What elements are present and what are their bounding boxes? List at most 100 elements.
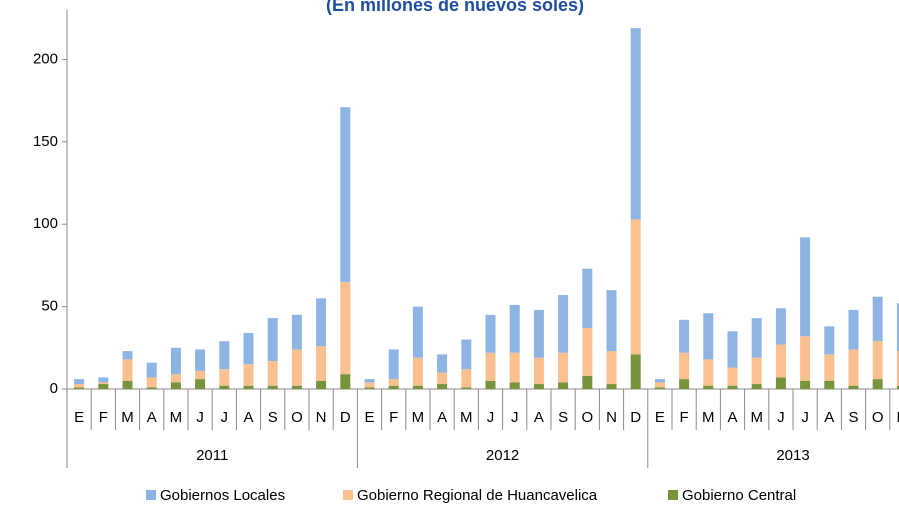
bar-segment [727,331,738,368]
bar-segment [558,352,569,383]
bar-segment [630,219,641,355]
bar-segment [485,352,496,381]
bar-segment [195,370,206,380]
bar-segment [533,309,544,358]
bar-segment [630,28,641,220]
bar-segment [219,369,230,386]
bar-segment [896,303,899,352]
bar-segment [872,341,883,380]
x-tick-label: F [680,409,689,426]
bar-segment [122,359,133,381]
bar-segment [606,351,617,385]
bar-segment [751,318,762,358]
bar-segment [824,380,835,389]
bar-segment [74,379,85,385]
group-label: 2013 [776,447,809,464]
x-tick-label: A [824,409,834,426]
x-tick-label: F [389,409,398,426]
bar-segment [388,385,399,389]
y-tick-label: 100 [33,215,58,232]
bar-segment [824,326,835,355]
bar-segment [800,336,811,381]
bar-segment [775,377,786,389]
bar-segment [267,385,278,389]
x-tick-label: M [750,409,763,426]
bar-segment [195,379,206,389]
bar-segment [74,384,85,388]
y-tick-label: 150 [33,133,58,150]
bar-segment [703,359,714,386]
x-tick-label: M [121,409,134,426]
bar-segment [775,308,786,345]
bar-segment [98,382,109,385]
bar-segment [485,380,496,389]
bar-segment [364,382,375,388]
x-tick-label: M [412,409,425,426]
x-tick-label: E [74,409,84,426]
bar-segment [606,384,617,389]
legend-label: Gobierno Regional de Huancavelica [357,487,598,504]
x-tick-label: N [316,409,327,426]
bar-segment [412,357,423,386]
bar-segment [291,349,302,386]
x-tick-label: M [460,409,473,426]
legend-label: Gobierno Central [682,487,796,504]
bar-segment [703,385,714,389]
x-tick-label: J [221,409,229,426]
bar-segment [703,313,714,360]
x-tick-label: A [437,409,447,426]
bar-segment [340,107,351,282]
legend-swatch [146,490,156,500]
x-tick-label: N [606,409,617,426]
bar-segment [896,351,899,386]
bar-segment [485,314,496,353]
bar-segment [679,352,690,380]
bar-segment [558,382,569,389]
legend-label: Gobiernos Locales [160,487,285,504]
x-tick-label: O [291,409,303,426]
bar-segment [146,362,157,378]
bar-segment [98,377,109,383]
bar-segment [533,357,544,385]
bar-segment [388,349,399,380]
group-label: 2011 [196,447,228,464]
bar-segment [896,385,899,389]
bar-segment [219,385,230,389]
bar-segment [170,374,181,383]
bar-segment [461,369,472,388]
bar-segment [170,347,181,375]
bar-segment [316,298,327,347]
group-label: 2012 [486,447,519,464]
bar-segment [872,379,883,389]
x-tick-label: D [340,409,351,426]
x-tick-label: D [630,409,641,426]
x-tick-label: N [896,409,899,426]
x-tick-label: J [511,409,519,426]
x-tick-label: O [872,409,884,426]
bar-segment [364,379,375,383]
bar-segment [800,380,811,389]
bar-segment [630,354,641,389]
bar-segment [437,354,448,373]
bar-segment [267,360,278,386]
bar-segment [509,382,520,389]
y-tick-label: 0 [50,380,58,397]
bar-segment [727,367,738,386]
bar-segment [751,384,762,389]
bar-segment [872,296,883,342]
bar-segment [388,379,399,386]
bar-segment [316,346,327,381]
bar-segment [243,364,254,386]
bar-segment [558,295,569,353]
bar-segment [412,385,423,389]
bar-segment [219,341,230,370]
x-tick-label: J [801,409,809,426]
bar-segment [146,377,157,388]
bar-segment [775,344,786,378]
x-tick-label: J [196,409,204,426]
bar-segment [98,384,109,389]
bar-segment [122,380,133,389]
bar-segment [582,375,593,389]
bar-segment [582,328,593,376]
